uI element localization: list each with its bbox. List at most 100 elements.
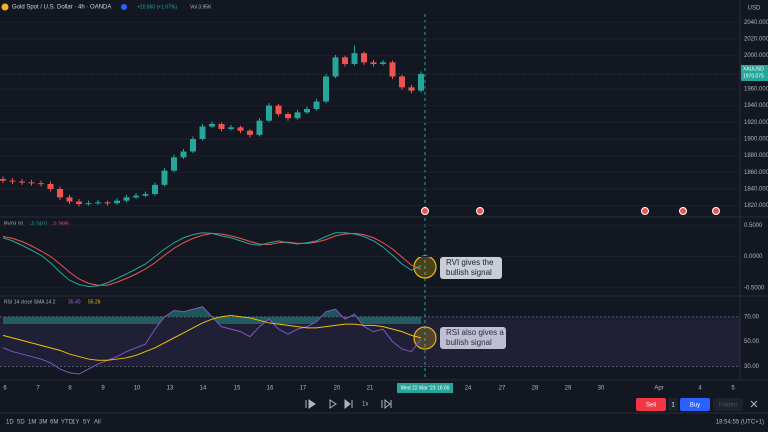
candle-body <box>152 184 158 194</box>
range-button[interactable]: 6M <box>50 420 58 426</box>
event-icon[interactable] <box>476 207 484 215</box>
flatten-button[interactable] <box>713 398 743 411</box>
candle-body <box>228 127 234 129</box>
annotation-text: RVI gives the <box>446 258 494 267</box>
candle-body <box>275 105 282 114</box>
candle-body <box>342 57 348 64</box>
sell-label: Sell <box>646 403 656 409</box>
close-button[interactable] <box>750 400 758 408</box>
rsi-title: RSI 14 close SMA 14 2 <box>4 299 56 305</box>
time-label: 15 <box>234 386 241 392</box>
range-button[interactable]: 1D <box>6 420 14 426</box>
candle-body <box>190 139 196 152</box>
candle-body <box>9 180 16 182</box>
rvgi-main-value: -0.2410 <box>30 221 47 227</box>
buy-button[interactable] <box>680 398 710 411</box>
clock: 18:54:55 (UTC+1) <box>716 420 764 426</box>
time-label: 4 <box>698 386 702 392</box>
range-button[interactable]: 3M <box>39 420 47 426</box>
event-icons <box>421 207 720 215</box>
candle-body <box>285 114 291 119</box>
quantity: 1 <box>671 403 675 409</box>
time-label: 5 <box>731 386 735 392</box>
time-label: 9 <box>101 386 105 392</box>
candle-body <box>199 126 206 139</box>
range-button[interactable]: YTD <box>61 420 74 426</box>
candle-body <box>57 189 63 198</box>
candle-body <box>399 76 405 88</box>
event-icon[interactable] <box>712 207 720 215</box>
badge-symbol: XAUUSD <box>743 66 764 72</box>
candle-body <box>304 109 310 113</box>
candle-body <box>133 195 139 198</box>
rsi-value: 35.40 <box>68 299 81 305</box>
rvgi-label: 0.5000 <box>744 223 763 229</box>
range-button[interactable]: 5Y <box>83 420 90 426</box>
candle-body <box>142 194 149 196</box>
rvgi-signal-value: -0.2686 <box>52 221 69 227</box>
symbol-icon <box>1 3 9 11</box>
signal-highlight <box>413 326 437 350</box>
candle-body <box>66 197 73 202</box>
jump-button[interactable] <box>305 399 316 409</box>
candle-body <box>218 124 225 129</box>
rsi-overbought-fill <box>3 306 421 324</box>
forward-button[interactable] <box>381 398 392 410</box>
price-badge <box>741 65 768 81</box>
candle-body <box>95 202 101 204</box>
price-label: 1940.000 <box>744 103 768 109</box>
candle-body <box>313 101 320 109</box>
event-icon[interactable] <box>421 207 429 215</box>
flatten-label: Flatten <box>719 403 737 409</box>
time-label: 14 <box>200 386 207 392</box>
candle-body <box>76 201 82 204</box>
time-label: 6 <box>3 386 7 392</box>
annotation-text: RSI also gives a <box>446 328 504 337</box>
rsi-label: 70.00 <box>744 314 760 320</box>
play-button[interactable] <box>329 399 337 409</box>
candle-body <box>114 200 120 204</box>
range-button[interactable]: All <box>94 420 101 426</box>
candle-body <box>418 74 424 91</box>
price-label: 1840.000 <box>744 187 768 193</box>
price-label: 2020.000 <box>744 37 768 43</box>
candle-body <box>361 53 367 63</box>
candle-body <box>38 183 44 185</box>
quantity-field[interactable] <box>668 398 678 411</box>
candle-body <box>161 170 168 185</box>
candle-body <box>323 76 329 102</box>
candle-body <box>180 151 187 158</box>
range-button[interactable]: 1M <box>28 420 36 426</box>
time-label: 24 <box>465 386 472 392</box>
candle-body <box>247 130 253 135</box>
time-label: Wed 22 Mar '23 16:00 <box>401 385 450 391</box>
price-label: 1820.000 <box>744 203 768 209</box>
candle-body <box>266 105 272 121</box>
candle-body <box>256 120 263 135</box>
speed[interactable]: 1x <box>362 402 368 408</box>
step-button[interactable] <box>344 398 353 410</box>
event-icon[interactable] <box>641 207 649 215</box>
symbol-title: Gold Spot / U.S. Dollar · 4h · OANDA <box>12 5 111 11</box>
rsi-line <box>2 306 422 375</box>
time-label: 27 <box>499 386 506 392</box>
rsi-label: 50.00 <box>744 339 760 345</box>
signal-highlight <box>413 255 437 279</box>
candle-body <box>85 203 92 205</box>
candle-body <box>370 62 377 64</box>
event-icon[interactable] <box>679 207 687 215</box>
time-label: Apr <box>654 386 663 392</box>
rvgi-title: RVGI 10 <box>4 221 23 227</box>
time-label: 8 <box>68 386 72 392</box>
time-label: 7 <box>36 386 40 392</box>
range-button[interactable]: 5D <box>17 420 25 426</box>
sell-button[interactable] <box>636 398 666 411</box>
range-button[interactable]: 1Y <box>72 420 79 426</box>
candle-body <box>104 202 111 204</box>
buy-label: Buy <box>690 403 700 409</box>
price-label: 1960.000 <box>744 87 768 93</box>
crosshair-date-box <box>397 383 453 393</box>
time-label: 28 <box>532 386 539 392</box>
